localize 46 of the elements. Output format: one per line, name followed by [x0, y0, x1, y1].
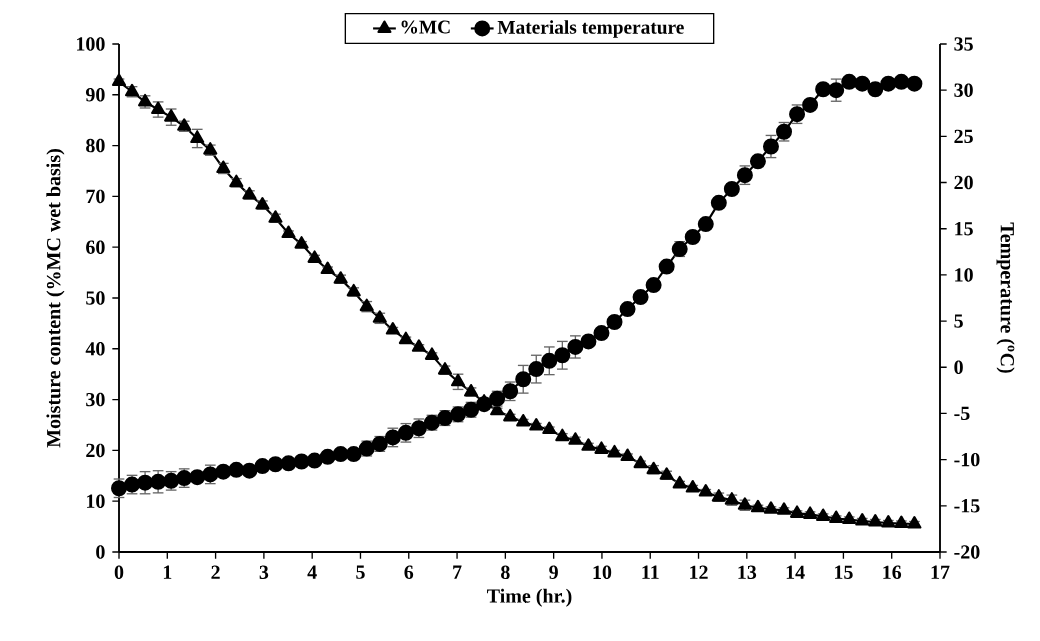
- y-tick-label: 0: [96, 545, 105, 559]
- x-axis-title: Time (hr.): [487, 588, 572, 607]
- y2-axis-title: Temperature ($^{o}$C): [996, 222, 1015, 373]
- y2-tick-label: 35: [954, 37, 973, 51]
- x-tick-label: 7: [453, 565, 462, 579]
- legend-label: Materials temperature: [497, 20, 684, 38]
- x-tick-label: 15: [835, 565, 853, 579]
- y2-tick-label: -15: [954, 499, 980, 513]
- x-tick-label: 12: [690, 565, 708, 579]
- y-tick-label: 60: [86, 240, 105, 254]
- y2-tick-label: 0: [954, 360, 963, 374]
- y-tick-label: 70: [86, 189, 105, 204]
- x-tick-label: 17: [931, 565, 950, 579]
- y-tick-label: 50: [86, 291, 105, 305]
- x-tick-label: 8: [501, 565, 510, 580]
- x-tick-label: 13: [738, 565, 757, 580]
- y-tick-label: 30: [86, 392, 105, 407]
- y2-tick-label: 5: [954, 314, 963, 328]
- y2-tick-label: -10: [954, 452, 980, 467]
- x-tick-label: 3: [259, 565, 269, 580]
- x-tick-label: 0: [114, 565, 124, 580]
- y-tick-label: 20: [86, 443, 105, 458]
- y-tick-label: 90: [85, 88, 105, 102]
- y2-tick-label: -20: [954, 545, 980, 559]
- x-tick-label: 4: [307, 565, 317, 579]
- y2-tick-label: 20: [954, 175, 973, 190]
- x-tick-label: 11: [642, 565, 659, 579]
- y-tick-label: 80: [86, 138, 105, 153]
- y2-tick-label: 15: [955, 222, 973, 236]
- x-tick-label: 5: [356, 565, 365, 579]
- legend-label: %MC: [401, 20, 450, 34]
- x-tick-label: 16: [883, 565, 902, 580]
- y2-tick-label: 10: [955, 268, 973, 282]
- x-tick-label: 10: [593, 565, 612, 580]
- y2-tick-label: 30: [954, 83, 973, 97]
- y-axis-title: Moisture content (%MC wet basis): [46, 149, 65, 448]
- x-tick-label: 2: [211, 565, 220, 579]
- x-tick-label: 6: [404, 565, 414, 580]
- x-tick-label: 14: [786, 565, 805, 579]
- y2-tick-label: -5: [954, 406, 970, 421]
- y-tick-label: 100: [77, 37, 105, 51]
- y-tick-label: 40: [85, 342, 105, 356]
- x-tick-label: 1: [163, 565, 172, 579]
- y2-tick-label: 25: [954, 129, 973, 144]
- x-tick-label: 9: [549, 565, 558, 580]
- y-tick-label: 10: [87, 494, 105, 508]
